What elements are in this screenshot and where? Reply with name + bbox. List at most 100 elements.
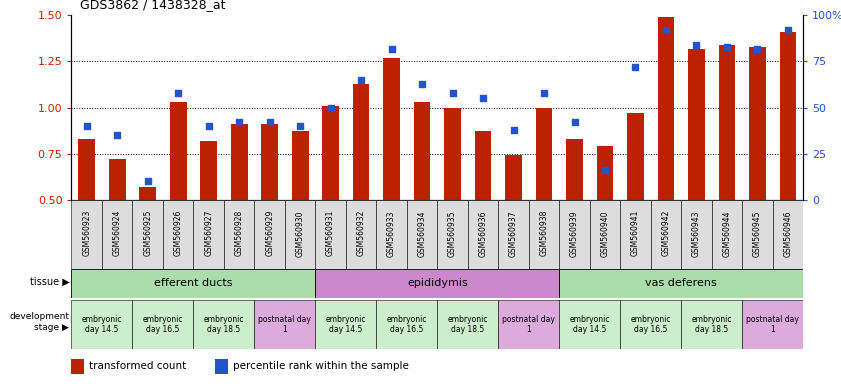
Text: embryonic
day 18.5: embryonic day 18.5 xyxy=(204,315,244,334)
Text: percentile rank within the sample: percentile rank within the sample xyxy=(233,361,409,371)
Text: GSM560934: GSM560934 xyxy=(418,210,426,257)
Text: GSM560925: GSM560925 xyxy=(143,210,152,257)
Point xyxy=(720,44,733,50)
Point xyxy=(232,119,246,125)
Bar xyxy=(590,200,621,269)
Point xyxy=(110,132,124,138)
Text: GSM560933: GSM560933 xyxy=(387,210,396,257)
Text: embryonic
day 14.5: embryonic day 14.5 xyxy=(325,315,366,334)
Bar xyxy=(71,359,84,374)
Bar xyxy=(262,124,278,200)
Bar xyxy=(559,269,803,298)
Bar xyxy=(773,200,803,269)
Point xyxy=(385,45,399,51)
Bar xyxy=(742,200,773,269)
Bar xyxy=(224,200,254,269)
Point xyxy=(172,90,185,96)
Bar xyxy=(315,200,346,269)
Text: embryonic
day 16.5: embryonic day 16.5 xyxy=(143,315,183,334)
Bar xyxy=(254,300,315,349)
Text: GSM560932: GSM560932 xyxy=(357,210,366,257)
Bar xyxy=(383,58,400,200)
Text: GSM560927: GSM560927 xyxy=(204,210,213,257)
Bar xyxy=(102,200,132,269)
Bar xyxy=(315,269,559,298)
Text: GSM560940: GSM560940 xyxy=(600,210,610,257)
Text: transformed count: transformed count xyxy=(89,361,187,371)
Bar xyxy=(140,187,156,200)
Bar xyxy=(71,269,315,298)
Text: efferent ducts: efferent ducts xyxy=(154,278,233,288)
Point xyxy=(80,123,93,129)
Bar xyxy=(352,84,369,200)
Bar xyxy=(170,102,187,200)
Text: GSM560939: GSM560939 xyxy=(570,210,579,257)
Text: embryonic
day 16.5: embryonic day 16.5 xyxy=(631,315,671,334)
Bar xyxy=(749,47,766,200)
Point xyxy=(629,64,643,70)
Text: GSM560944: GSM560944 xyxy=(722,210,732,257)
Bar xyxy=(163,200,193,269)
Text: GSM560928: GSM560928 xyxy=(235,210,244,256)
Point xyxy=(476,95,489,101)
Bar xyxy=(498,200,529,269)
Bar xyxy=(529,200,559,269)
Bar xyxy=(254,200,285,269)
Text: GSM560942: GSM560942 xyxy=(662,210,670,257)
Bar xyxy=(658,17,674,200)
Bar xyxy=(230,124,247,200)
Point xyxy=(202,123,215,129)
Text: GSM560935: GSM560935 xyxy=(448,210,457,257)
Text: embryonic
day 14.5: embryonic day 14.5 xyxy=(82,315,122,334)
Text: GDS3862 / 1438328_at: GDS3862 / 1438328_at xyxy=(80,0,225,12)
Point xyxy=(354,77,368,83)
Point xyxy=(415,81,429,87)
Text: GSM560946: GSM560946 xyxy=(784,210,792,257)
Text: GSM560936: GSM560936 xyxy=(479,210,488,257)
Point xyxy=(263,119,277,125)
Bar xyxy=(108,159,125,200)
Point xyxy=(659,27,673,33)
Text: GSM560931: GSM560931 xyxy=(326,210,335,257)
Bar xyxy=(407,200,437,269)
Bar xyxy=(559,300,620,349)
Bar xyxy=(711,200,742,269)
Text: GSM560930: GSM560930 xyxy=(296,210,304,257)
Text: GSM560926: GSM560926 xyxy=(174,210,182,257)
Point xyxy=(751,45,764,51)
Bar xyxy=(681,300,742,349)
Bar xyxy=(780,32,796,200)
Bar xyxy=(536,108,553,200)
Bar xyxy=(346,200,377,269)
Bar xyxy=(718,45,735,200)
Text: GSM560943: GSM560943 xyxy=(692,210,701,257)
Text: GSM560938: GSM560938 xyxy=(540,210,548,257)
Text: GSM560941: GSM560941 xyxy=(631,210,640,257)
Bar xyxy=(78,139,95,200)
Bar xyxy=(474,131,491,200)
Text: tissue ▶: tissue ▶ xyxy=(29,277,69,287)
Bar xyxy=(627,113,644,200)
Bar xyxy=(620,300,681,349)
Bar xyxy=(376,200,407,269)
Bar xyxy=(376,300,437,349)
Bar xyxy=(322,106,339,200)
Bar xyxy=(437,200,468,269)
Text: embryonic
day 18.5: embryonic day 18.5 xyxy=(447,315,488,334)
Text: GSM560924: GSM560924 xyxy=(113,210,122,257)
Text: GSM560945: GSM560945 xyxy=(753,210,762,257)
Bar xyxy=(498,300,559,349)
Bar xyxy=(285,200,315,269)
Bar xyxy=(566,139,583,200)
Text: GSM560929: GSM560929 xyxy=(265,210,274,257)
Bar xyxy=(193,200,224,269)
Bar xyxy=(620,200,651,269)
Bar xyxy=(444,108,461,200)
Bar xyxy=(559,200,590,269)
Bar xyxy=(292,131,309,200)
Bar xyxy=(681,200,711,269)
Bar xyxy=(315,300,376,349)
Text: embryonic
day 14.5: embryonic day 14.5 xyxy=(569,315,610,334)
Bar xyxy=(215,359,228,374)
Bar xyxy=(71,300,132,349)
